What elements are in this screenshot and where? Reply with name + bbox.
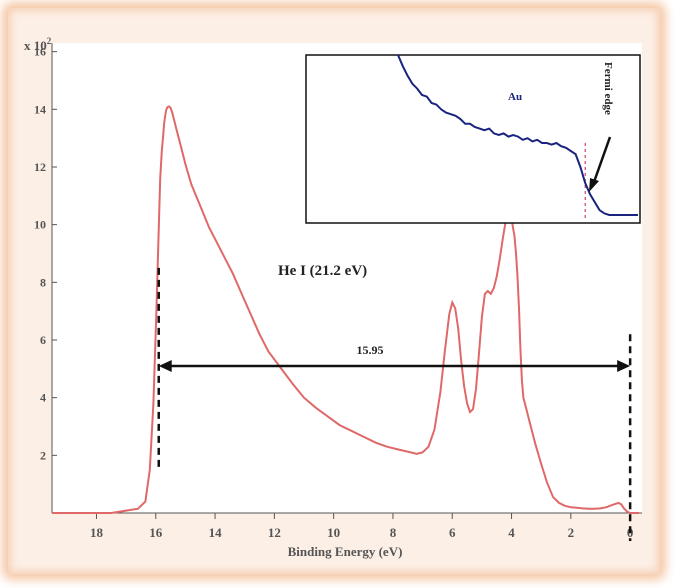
x-tick-label: 8 bbox=[390, 525, 397, 540]
y-tick-label: 12 bbox=[34, 160, 46, 174]
x-tick-label: 18 bbox=[90, 525, 104, 540]
y-exponent-label: x 102 bbox=[24, 36, 52, 53]
spectrum-line bbox=[52, 105, 639, 514]
au-spectrum-line bbox=[397, 54, 638, 216]
y-tick-label: 16 bbox=[34, 45, 46, 59]
x-tick-label: 12 bbox=[268, 525, 281, 540]
x-tick-label: 16 bbox=[149, 525, 163, 540]
x-tick-label: 10 bbox=[327, 525, 340, 540]
inset-chart: Au Fermi edge bbox=[305, 54, 641, 224]
x-ticks: 181614121086420 bbox=[90, 513, 633, 540]
arrow-left-head bbox=[158, 359, 172, 372]
fermi-edge-pointer-head bbox=[589, 178, 599, 192]
width-value-label: 15.95 bbox=[357, 343, 384, 357]
y-tick-label: 4 bbox=[40, 391, 46, 405]
inset-au-label: Au bbox=[508, 91, 522, 103]
x-tick-label: 4 bbox=[508, 525, 515, 540]
y-tick-label: 10 bbox=[34, 218, 46, 232]
fermi-edge-label: Fermi edge bbox=[602, 62, 614, 115]
fermi-edge-pointer bbox=[592, 136, 612, 183]
y-exponent-prefix: x 10 bbox=[24, 38, 47, 53]
source-label: He I (21.2 eV) bbox=[278, 263, 367, 279]
x-tick-label: 2 bbox=[568, 525, 575, 540]
y-tick-label: 14 bbox=[34, 102, 46, 116]
x-axis-label: Binding Energy (eV) bbox=[288, 544, 403, 559]
inset-frame bbox=[305, 54, 641, 224]
arrow-right-head bbox=[617, 359, 631, 372]
y-ticks: 2 4 6 8 10 12 14 16 bbox=[34, 45, 57, 462]
y-tick-label: 8 bbox=[40, 275, 46, 289]
y-tick-label: 2 bbox=[40, 448, 46, 462]
y-exponent-power: 2 bbox=[47, 36, 52, 46]
y-tick-label: 6 bbox=[40, 333, 46, 347]
x-tick-label: 6 bbox=[449, 525, 456, 540]
x-tick-label: 14 bbox=[209, 525, 223, 540]
